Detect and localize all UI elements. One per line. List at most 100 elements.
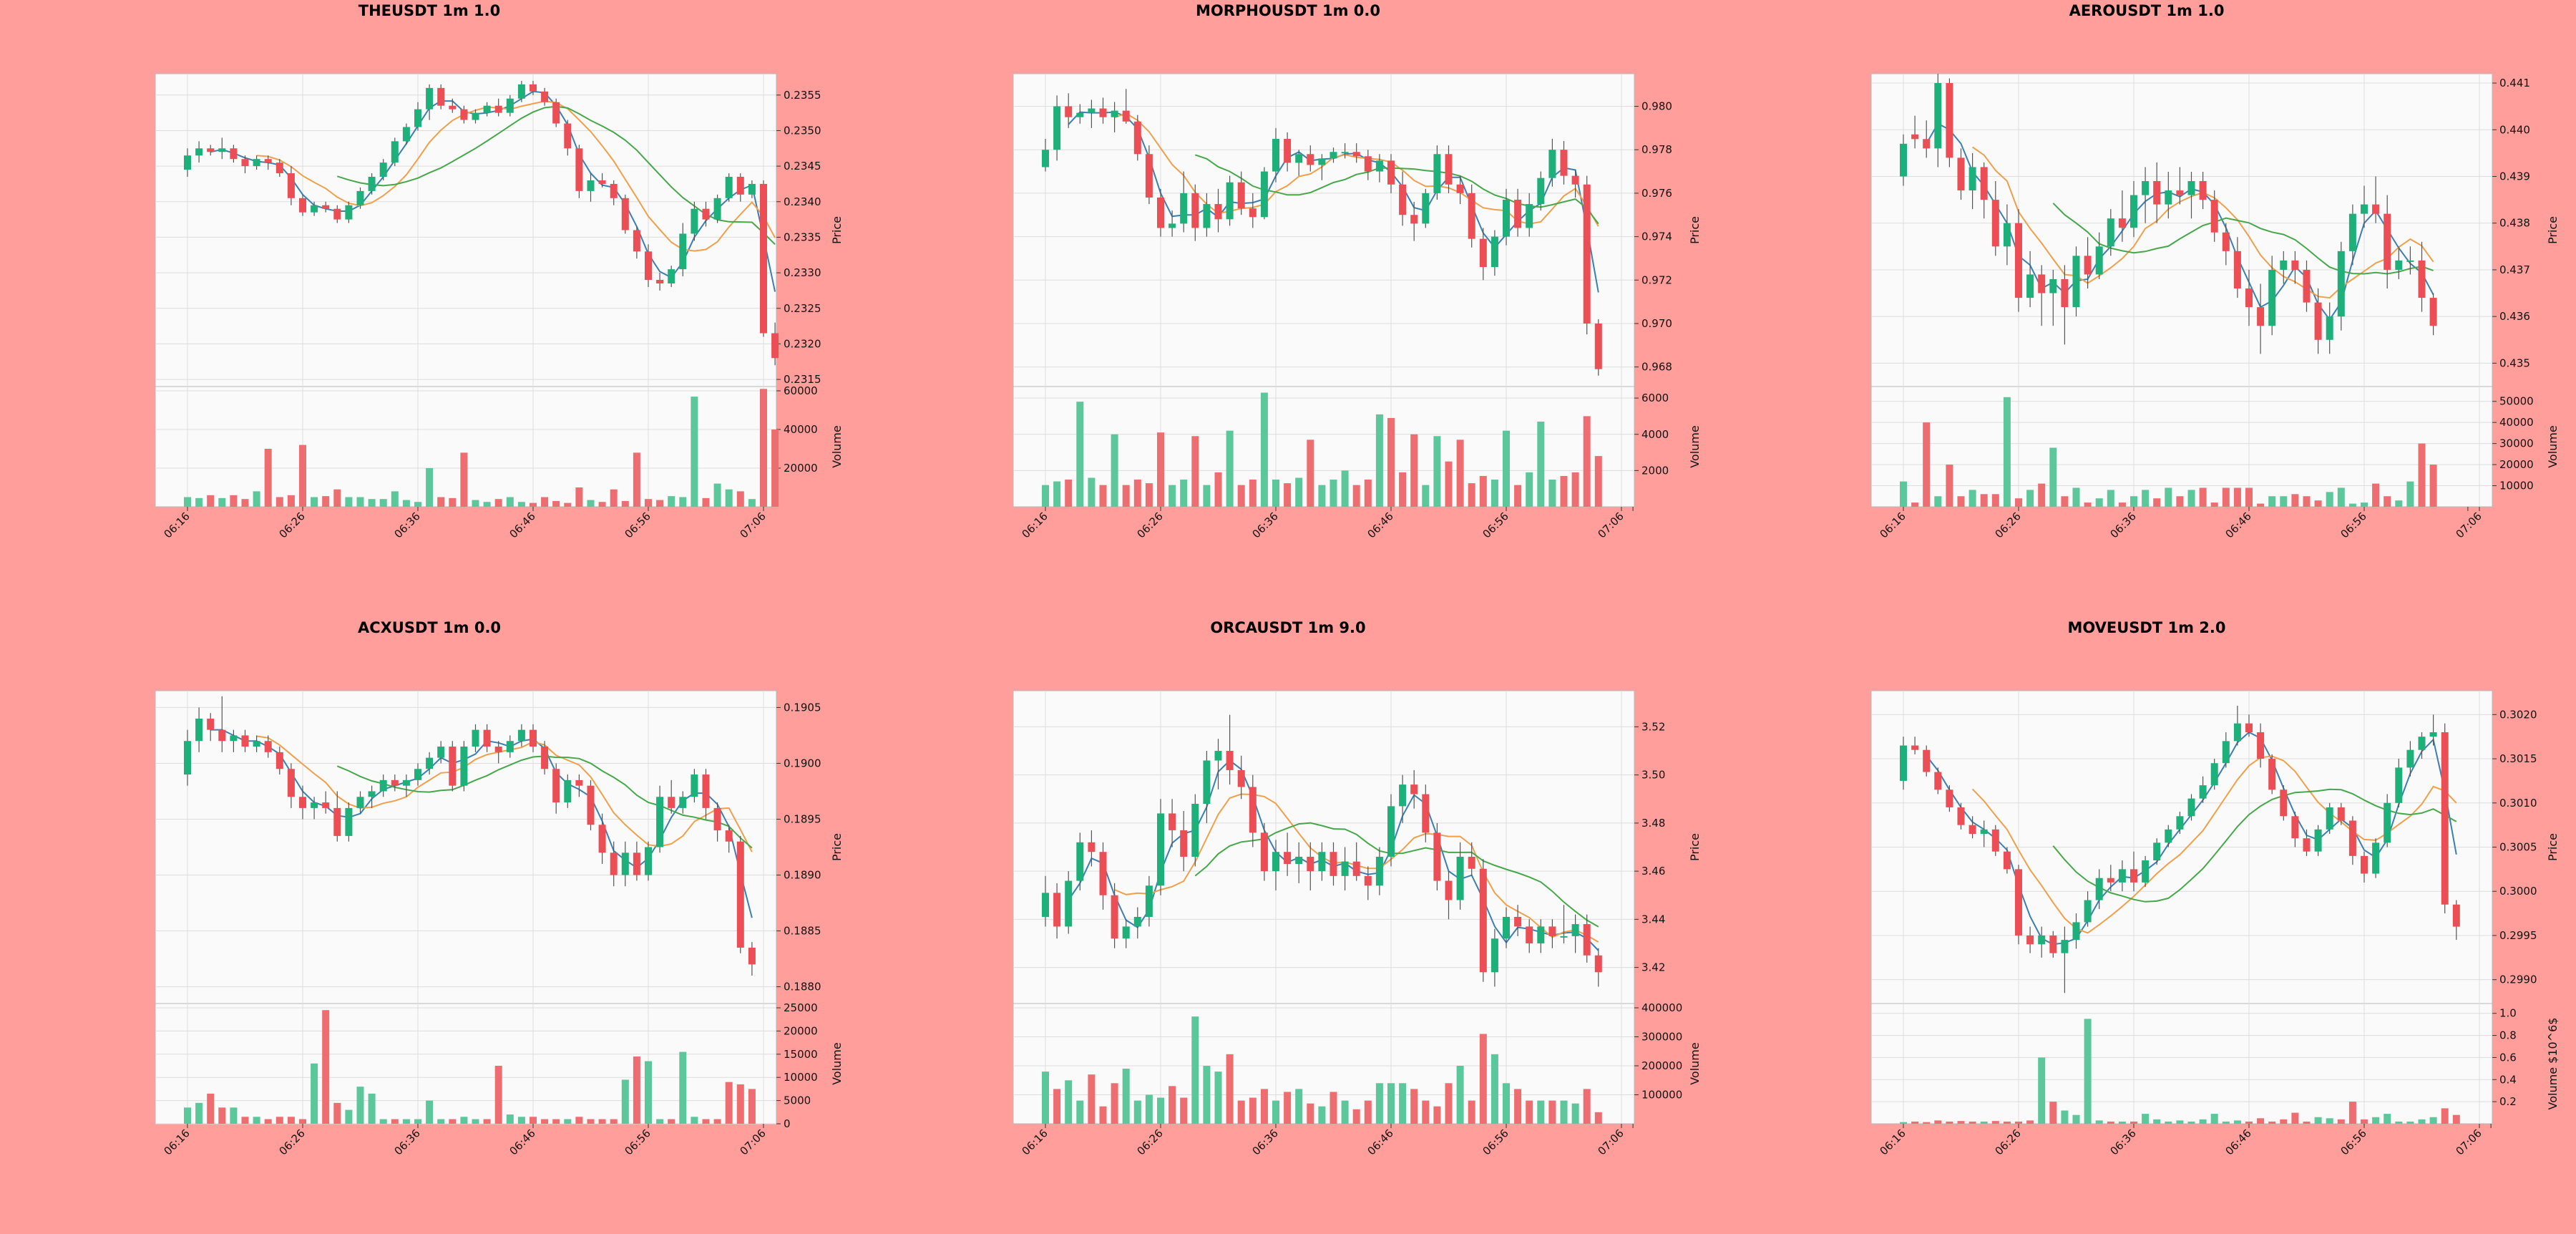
volume-plot-area — [1870, 1003, 2493, 1124]
volume-bar — [2038, 483, 2046, 507]
x-tick-label: 06:46 — [507, 1127, 538, 1157]
volume-bar — [472, 1119, 479, 1124]
x-tick-label: 06:56 — [623, 510, 653, 540]
candle-body — [2038, 935, 2046, 945]
volume-bar — [1053, 1089, 1061, 1124]
candle-body — [1111, 895, 1118, 939]
candle-body — [2268, 759, 2276, 790]
volume-tick-label: 0.8 — [2499, 1029, 2517, 1042]
candle-body — [1923, 749, 1931, 772]
price-tick-label: 3.42 — [1641, 961, 1665, 974]
volume-bar — [1260, 1089, 1268, 1124]
volume-bar — [1318, 485, 1326, 507]
volume-bar — [633, 1056, 640, 1124]
volume-bar — [184, 1107, 191, 1124]
volume-bar — [1295, 477, 1303, 507]
volume-bar — [1180, 480, 1188, 507]
volume-bar — [2280, 496, 2288, 507]
candle-body — [587, 785, 595, 825]
price-tick-label: 0.970 — [1641, 317, 1672, 330]
volume-bar — [1468, 483, 1475, 507]
volume-bar — [575, 487, 583, 507]
volume-bar — [1560, 1100, 1568, 1124]
volume-bar — [506, 1114, 514, 1124]
x-tick-label: 06:16 — [1878, 510, 1908, 540]
volume-bar — [1284, 1092, 1292, 1124]
volume-axis-label: Volume — [1688, 425, 1702, 468]
volume-bar — [702, 1119, 710, 1124]
volume-bar — [2095, 498, 2103, 507]
volume-bar — [483, 1119, 491, 1124]
candle-body — [2303, 269, 2311, 303]
volume-tick-label: 20000 — [784, 1024, 818, 1037]
volume-bar — [2348, 503, 2356, 507]
x-tick-label: 06:46 — [2223, 510, 2254, 540]
candle-body — [437, 747, 445, 758]
volume-bar — [1946, 1121, 1953, 1124]
x-tick-label: 06:56 — [623, 1127, 653, 1157]
volume-bar — [2406, 481, 2414, 507]
candle-body — [1249, 787, 1257, 833]
volume-bar — [1479, 1034, 1487, 1124]
candle-body — [2176, 190, 2184, 195]
candle-body — [1503, 200, 1510, 237]
candle-body — [2199, 785, 2207, 799]
candle-body — [322, 205, 330, 209]
candle-body — [1957, 807, 1965, 825]
volume-bar — [2222, 1121, 2230, 1124]
candle-body — [1076, 842, 1084, 881]
candle-body — [391, 141, 399, 163]
candle-body — [2176, 816, 2184, 830]
candle-body — [264, 159, 272, 163]
candle-body — [1968, 825, 1976, 834]
candle-body — [1364, 156, 1372, 172]
chart-title: MOVEUSDT 1m 2.0 — [2067, 619, 2225, 636]
candle-body — [1387, 806, 1395, 857]
volume-bar — [587, 500, 595, 507]
volume-bar — [1214, 1072, 1222, 1124]
candle-body — [1260, 171, 1268, 218]
candle-body — [311, 802, 318, 808]
volume-bar — [2418, 443, 2426, 507]
price-tick-label: 0.436 — [2499, 310, 2530, 323]
candle-body — [2418, 260, 2426, 298]
volume-tick-label: 5000 — [784, 1094, 811, 1107]
volume-bar — [2314, 1117, 2322, 1124]
candle-body — [2118, 218, 2126, 228]
volume-bar — [1111, 434, 1118, 507]
volume-bar — [736, 1084, 744, 1124]
volume-bar — [449, 497, 457, 507]
volume-bar — [218, 1107, 226, 1124]
volume-bar — [184, 497, 191, 507]
x-tick-label: 07:06 — [738, 1127, 769, 1157]
candle-body — [748, 947, 756, 965]
candle-body — [2429, 732, 2437, 737]
candle-body — [1341, 152, 1349, 154]
candle-body — [1526, 204, 1533, 228]
candle-body — [2165, 190, 2172, 205]
candle-body — [1399, 184, 1407, 215]
volume-bar — [494, 1066, 502, 1124]
volume-bar — [2061, 496, 2069, 507]
price-tick-label: 3.52 — [1641, 720, 1665, 733]
candle-body — [1364, 875, 1372, 886]
candle-body — [1330, 152, 1337, 159]
price-plot-area — [1870, 73, 2493, 387]
volume-bar — [460, 452, 468, 507]
candle-body — [1479, 238, 1487, 268]
volume-bar — [333, 1102, 341, 1124]
candle-body — [2072, 256, 2080, 308]
candle-body — [1111, 110, 1118, 117]
candle-body — [414, 769, 421, 780]
price-axis-label: Price — [2546, 833, 2560, 861]
candle-body — [1284, 852, 1292, 865]
volume-bar — [1548, 1100, 1556, 1124]
volume-bar — [2348, 1102, 2356, 1124]
volume-bar — [564, 1119, 572, 1124]
candle-body — [2187, 798, 2195, 817]
candle-body — [207, 719, 215, 730]
candle-body — [1145, 885, 1153, 917]
candle-body — [1422, 193, 1430, 224]
candle-body — [1169, 813, 1176, 830]
x-tick-label: 06:36 — [1250, 510, 1281, 540]
